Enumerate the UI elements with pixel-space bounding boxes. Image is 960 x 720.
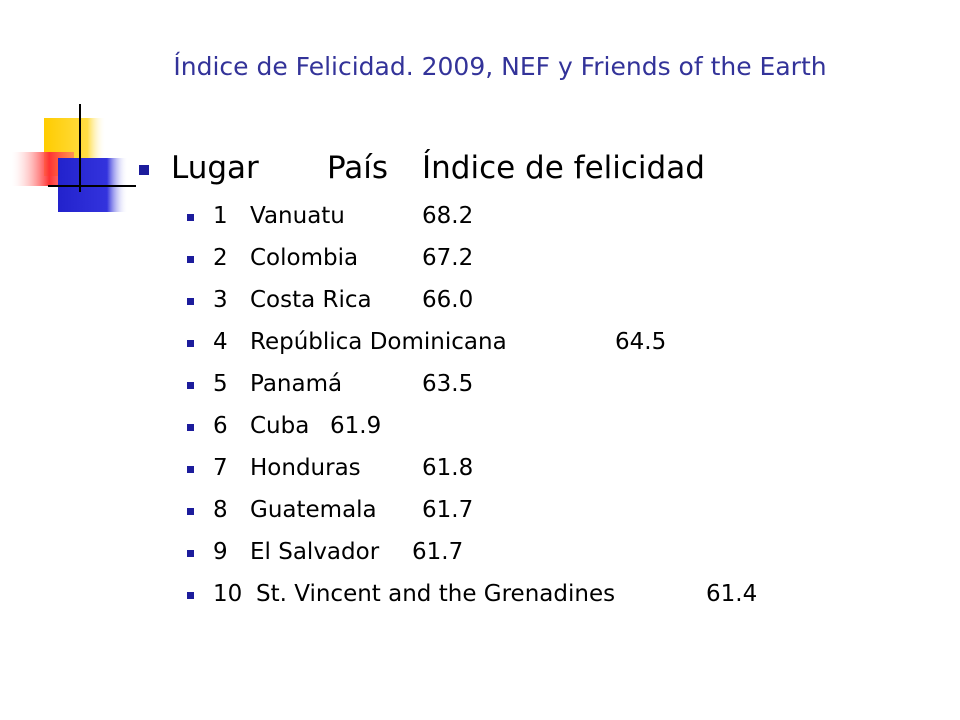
index-value: 64.5 [615,329,667,355]
bullet [187,466,194,473]
rank: 8 [213,497,228,523]
rank: 10 [213,581,243,607]
index-value: 61.7 [422,497,474,523]
rank: 5 [213,371,228,397]
index-value: 61.7 [412,539,464,565]
rank: 9 [213,539,228,565]
country: Honduras [250,455,361,481]
index-value: 61.4 [706,581,758,607]
country: St. Vincent and the Grenadines [256,581,616,607]
rank: 3 [213,287,228,313]
index-value: 61.9 [330,413,382,439]
country: Vanuatu [250,203,345,229]
index-value: 67.2 [422,245,474,271]
country: El Salvador [250,539,380,565]
bullet [187,550,194,557]
bullet [187,256,194,263]
decoration [12,104,136,212]
bullet [187,382,194,389]
index-value: 66.0 [422,287,474,313]
bullet [187,298,194,305]
rank: 2 [213,245,228,271]
index-value: 63.5 [422,371,474,397]
bullet [187,508,194,515]
header-cell: Lugar [171,150,259,186]
header-cell: País [327,150,389,186]
country: Panamá [250,371,343,397]
country: Cuba [250,413,310,439]
bullet [187,340,194,347]
country: Colombia [250,245,359,271]
rank: 1 [213,203,228,229]
header-cell: Índice de felicidad [422,150,705,186]
bullet [139,165,149,175]
bullet [187,424,194,431]
bullet [187,214,194,221]
country: Guatemala [250,497,377,523]
rank: 4 [213,329,228,355]
rank: 7 [213,455,228,481]
rank: 6 [213,413,228,439]
slide-title: Índice de Felicidad. 2009, NEF y Friends… [173,52,827,81]
index-value: 68.2 [422,203,474,229]
index-value: 61.8 [422,455,474,481]
bullet [187,592,194,599]
country: República Dominicana [250,329,507,355]
country: Costa Rica [250,287,372,313]
